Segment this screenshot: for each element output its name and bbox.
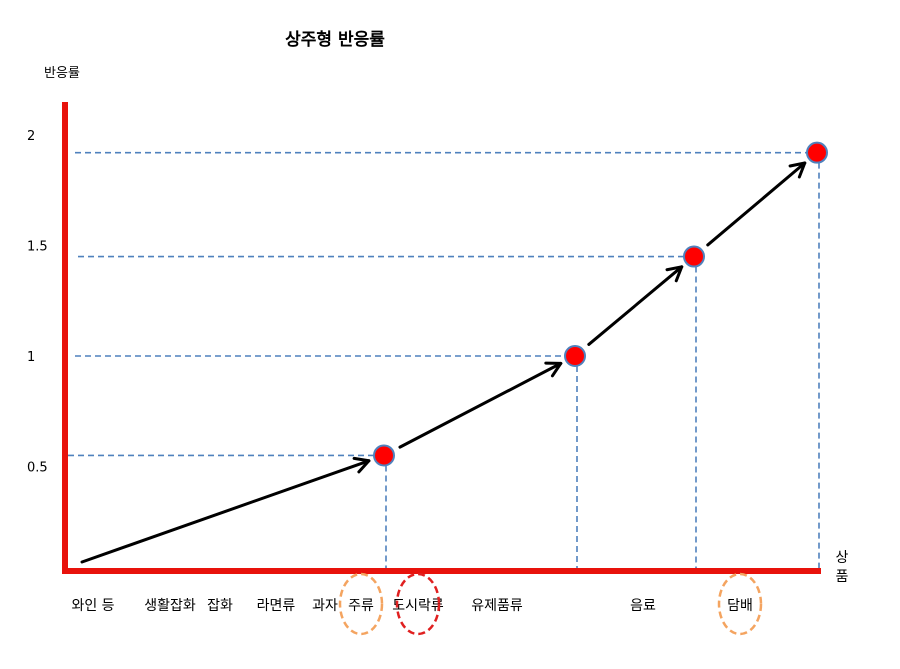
guide-lines [68,151,820,568]
chart-title: 상주형 반응률 [285,29,385,50]
x-axis-label-char: 상 [836,550,849,566]
data-point-marker [373,444,395,467]
category-highlights [338,572,763,636]
trend-arrow [80,456,371,564]
category-highlight-circle [717,572,763,636]
category-label: 생활잡화 [144,598,196,614]
category-label: 음료 [630,598,656,614]
category-label: 담배 [727,598,753,614]
axes [62,102,821,574]
y-tick-label: 1.5 [27,240,48,255]
trend-arrow [398,361,563,449]
data-point-marker [683,245,705,268]
data-point-marker [564,345,586,367]
trend-arrow [587,265,684,346]
trend-arrows [80,161,807,564]
y-tick-labels: 0.5 1 1.5 2 [27,129,48,476]
y-tick-label: 0.5 [27,461,48,476]
y-axis-label: 반응률 [44,66,80,81]
y-tick-label: 1 [27,350,35,365]
category-labels: 와인 등 생활잡화 잡화 라면류 과자 주류 도시락류 유제품류 음료 담배 [71,598,752,614]
x-axis-label-char: 품 [836,569,849,585]
data-points [373,141,828,467]
category-label: 잡화 [207,598,233,614]
data-point-marker [806,141,828,164]
x-axis-label: 상품 [836,550,849,585]
y-tick-label: 2 [27,129,35,144]
category-label: 도시락류 [392,598,444,614]
category-label: 유제품류 [471,598,523,614]
category-highlight-circle [338,572,384,636]
category-label: 과자 [312,598,338,614]
category-label: 주류 [348,598,374,614]
category-label: 와인 등 [71,598,114,614]
category-highlight-circle [395,572,441,636]
trend-arrow [706,161,807,247]
category-label: 라면류 [257,598,296,614]
